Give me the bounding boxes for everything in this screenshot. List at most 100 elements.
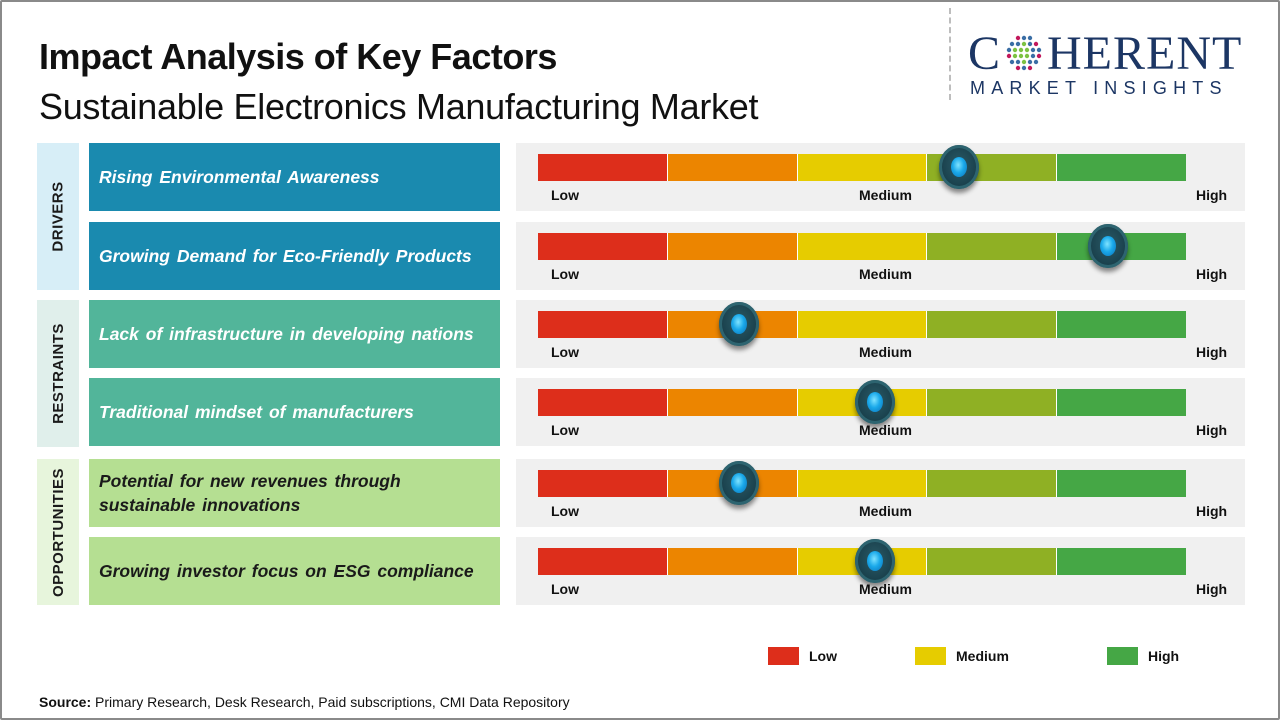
impact-segment-1 xyxy=(538,154,668,181)
category-restraints: RESTRAINTS xyxy=(37,300,79,447)
factor-drivers: Rising Environmental Awareness xyxy=(89,143,500,211)
scale-label-low: Low xyxy=(551,187,579,203)
source-text: Primary Research, Desk Research, Paid su… xyxy=(91,694,570,710)
page-subtitle: Sustainable Electronics Manufacturing Ma… xyxy=(39,86,759,127)
impact-segment-3 xyxy=(797,154,928,181)
impact-segment-4 xyxy=(927,470,1058,497)
globe-dot xyxy=(1015,41,1021,47)
scale-label-medium: Medium xyxy=(859,503,912,519)
source-note: Source: Primary Research, Desk Research,… xyxy=(39,694,570,710)
globe-dot xyxy=(1021,35,1027,41)
globe-dot xyxy=(1018,47,1024,53)
scale-label-high: High xyxy=(1196,187,1228,203)
impact-bar xyxy=(538,548,1186,575)
globe-dot xyxy=(1012,47,1018,53)
impact-segment-2 xyxy=(667,548,798,575)
legend-item-low: Low xyxy=(768,647,837,665)
scale-label-low: Low xyxy=(551,266,579,282)
impact-segment-5 xyxy=(1057,154,1186,181)
impact-segment-5 xyxy=(1057,470,1186,497)
scale-label-medium: Medium xyxy=(859,581,912,597)
legend-label: Low xyxy=(809,648,837,664)
impact-indicator-knob xyxy=(854,539,895,583)
globe-dot xyxy=(1006,47,1012,53)
globe-dot xyxy=(1027,65,1033,71)
impact-indicator-knob xyxy=(939,145,980,189)
scale-label-low: Low xyxy=(551,581,579,597)
legend-swatch-high xyxy=(1107,647,1138,665)
impact-scale: Low Medium High xyxy=(516,459,1245,527)
impact-bar xyxy=(538,389,1186,416)
factor-drivers: Growing Demand for Eco-Friendly Products xyxy=(89,222,500,290)
legend-label: High xyxy=(1148,648,1180,664)
scale-label-high: High xyxy=(1196,266,1228,282)
impact-scale: Low Medium High xyxy=(516,537,1245,605)
category-label: OPPORTUNITIES xyxy=(49,467,67,597)
impact-scale: Low Medium High xyxy=(516,300,1245,368)
globe-dots-icon xyxy=(1006,35,1042,71)
globe-dot xyxy=(1027,59,1033,65)
scale-label-high: High xyxy=(1196,344,1228,360)
impact-indicator-knob xyxy=(718,302,759,346)
globe-dot xyxy=(1027,35,1033,41)
globe-dot xyxy=(1021,65,1027,71)
impact-indicator-knob xyxy=(854,380,895,424)
source-label: Source: xyxy=(39,694,92,710)
impact-indicator-knob xyxy=(718,461,759,505)
impact-segment-3 xyxy=(797,470,928,497)
impact-segment-5 xyxy=(1057,311,1186,338)
logo-tagline: MARKET INSIGHTS xyxy=(970,78,1228,98)
legend-swatch-low xyxy=(768,647,799,665)
globe-dot xyxy=(1024,53,1030,59)
impact-segment-4 xyxy=(927,311,1058,338)
logo-wordmark: HERENT xyxy=(1047,27,1243,80)
impact-segment-1 xyxy=(538,311,668,338)
category-label: DRIVERS xyxy=(49,181,67,252)
impact-segment-1 xyxy=(538,233,668,260)
impact-segment-3 xyxy=(797,311,928,338)
globe-dot xyxy=(1018,53,1024,59)
impact-segment-4 xyxy=(927,389,1058,416)
impact-bar xyxy=(538,311,1186,338)
globe-dot xyxy=(1015,59,1021,65)
scale-label-medium: Medium xyxy=(859,266,912,282)
category-label: RESTRAINTS xyxy=(49,323,67,424)
factor-restraints: Traditional mindset of manufacturers xyxy=(89,378,500,446)
impact-segment-4 xyxy=(927,233,1058,260)
impact-segment-2 xyxy=(667,154,798,181)
impact-bar xyxy=(538,154,1186,181)
impact-scale: Low Medium High xyxy=(516,378,1245,446)
category-drivers: DRIVERS xyxy=(37,143,79,290)
globe-dot xyxy=(1015,35,1021,41)
scale-label-low: Low xyxy=(551,503,579,519)
scale-label-high: High xyxy=(1196,503,1228,519)
globe-dot xyxy=(1033,41,1039,47)
impact-segment-1 xyxy=(538,548,668,575)
impact-segment-3 xyxy=(797,233,928,260)
impact-indicator-knob xyxy=(1088,224,1129,268)
header-divider xyxy=(949,8,951,100)
globe-dot xyxy=(1027,41,1033,47)
impact-segment-5 xyxy=(1057,548,1186,575)
scale-label-high: High xyxy=(1196,581,1228,597)
globe-dot xyxy=(1021,41,1027,47)
legend-item-medium: Medium xyxy=(915,647,1009,665)
factor-opportunities: Potential for new revenues through susta… xyxy=(89,459,500,527)
impact-scale: Low Medium High xyxy=(516,222,1245,290)
globe-dot xyxy=(1030,53,1036,59)
legend-item-high: High xyxy=(1107,647,1179,665)
globe-dot xyxy=(1036,53,1042,59)
scale-label-medium: Medium xyxy=(859,422,912,438)
impact-segment-1 xyxy=(538,389,668,416)
globe-dot xyxy=(1009,41,1015,47)
scale-label-low: Low xyxy=(551,344,579,360)
scale-label-medium: Medium xyxy=(859,187,912,203)
logo-letter-c: C xyxy=(968,27,1002,80)
globe-dot xyxy=(1012,53,1018,59)
legend-swatch-medium xyxy=(915,647,946,665)
globe-dot xyxy=(1006,53,1012,59)
globe-dot xyxy=(1024,47,1030,53)
coherent-logo: C HERENT MARKET INSIGHTS xyxy=(968,30,1263,100)
scale-label-high: High xyxy=(1196,422,1228,438)
globe-dot xyxy=(1033,59,1039,65)
